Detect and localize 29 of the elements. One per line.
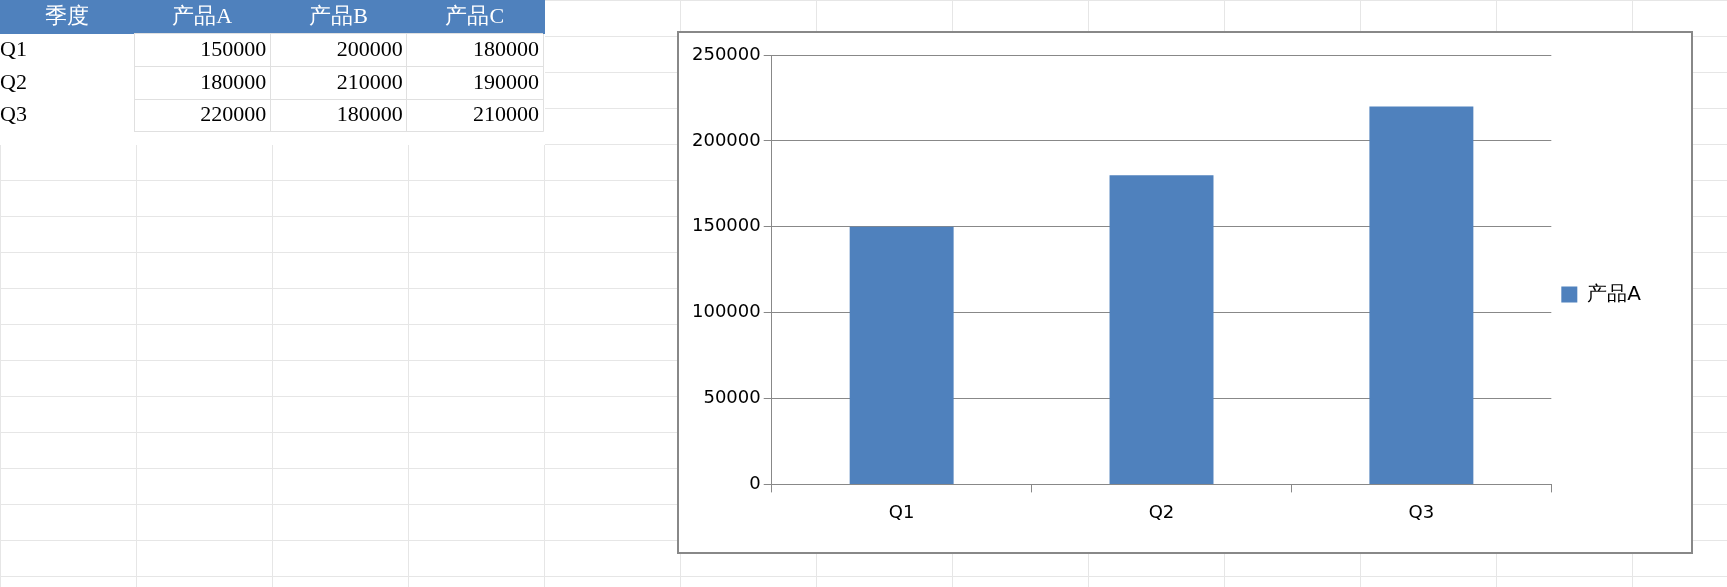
data-label: 190000 <box>473 68 539 94</box>
y-axis-title: 季度 <box>45 2 89 28</box>
data-label: 180000 <box>473 36 539 62</box>
y-tick-label: 0 <box>749 472 761 494</box>
y-tick-label: Q3 <box>0 101 27 127</box>
bar <box>849 226 954 484</box>
legend-label: 产品A <box>1587 280 1642 305</box>
y-tick-label: 200000 <box>691 128 761 150</box>
x-tick-label: Q1 <box>888 500 915 522</box>
data-label: 150000 <box>200 36 267 62</box>
y-tick-label: 100000 <box>691 300 761 322</box>
x-tick-label: 产品A <box>172 2 233 28</box>
x-tick-label: Q2 <box>1148 500 1175 522</box>
y-tick-label: 50000 <box>703 386 761 408</box>
y-tick-label: Q1 <box>0 36 27 62</box>
y-tick-label: Q2 <box>0 68 27 94</box>
x-tick-label: 产品B <box>309 2 368 28</box>
bar <box>1369 106 1474 484</box>
data-label: 180000 <box>336 101 403 127</box>
x-tick-label: Q3 <box>1408 500 1435 522</box>
y-tick-label: 250000 <box>691 42 761 64</box>
data-label: 210000 <box>336 68 403 94</box>
y-tick-label: 150000 <box>691 214 761 236</box>
data-label: 180000 <box>200 68 267 94</box>
data-label: 200000 <box>336 36 403 62</box>
data-label: 210000 <box>473 101 539 127</box>
bar <box>1109 175 1214 484</box>
x-tick-label: 产品C <box>445 2 505 28</box>
data-label: 220000 <box>200 101 267 127</box>
